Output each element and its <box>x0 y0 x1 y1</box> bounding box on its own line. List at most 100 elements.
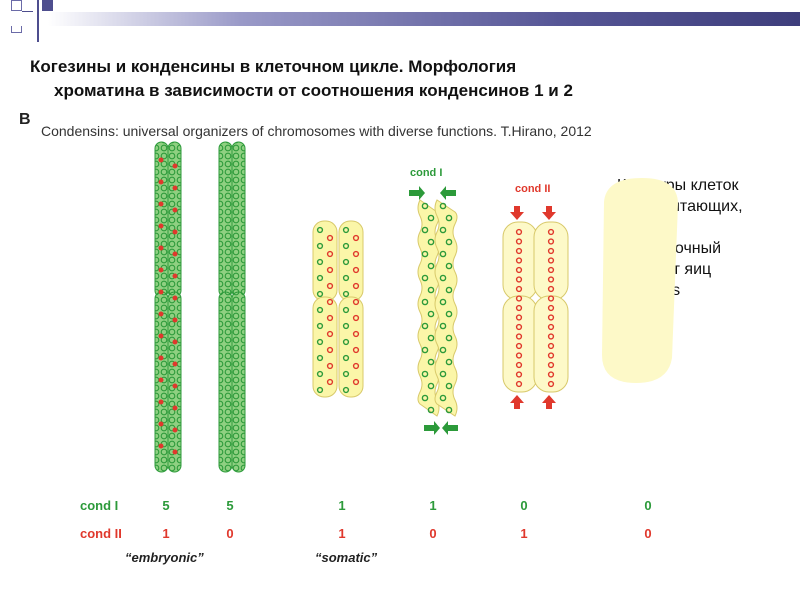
slide-title: Когезины и конденсины в клеточном цикле.… <box>30 55 770 103</box>
arrow-cond-i <box>424 421 440 435</box>
condensin-i-mark <box>316 338 324 346</box>
condensin-ii-mark <box>326 266 334 274</box>
condensin-i-mark <box>439 346 447 354</box>
condensin-i-mark <box>342 290 350 298</box>
condensin-ii-mark <box>515 333 523 340</box>
condensin-i-mark <box>439 274 447 282</box>
condensin-ii-mark <box>515 276 523 283</box>
condensin-ii-mark <box>352 314 360 322</box>
condensin-i-mark <box>421 322 429 330</box>
cond-i-label: cond I <box>410 167 442 179</box>
condensin-ii-mark <box>515 323 523 331</box>
condensin-ii-mark <box>326 378 334 386</box>
condensin-i-mark <box>342 322 350 330</box>
condensin-ii-marks <box>158 157 178 455</box>
condensin-i-mark <box>445 382 453 390</box>
condensin-ii-mark <box>547 266 555 274</box>
condensin-ii-mark <box>352 298 360 306</box>
condensin-ii-mark <box>515 342 523 350</box>
condensin-ii-mark <box>172 317 178 323</box>
condensin-ii-mark <box>515 371 523 378</box>
condensin-ii-mark <box>158 245 164 251</box>
condensin-i-mark <box>421 394 429 402</box>
condensin-ii-mark <box>326 330 334 338</box>
condensin-ii-mark <box>515 361 523 369</box>
condensin-ii-mark <box>515 266 523 274</box>
condensin-i-mark <box>342 274 350 282</box>
cond-ii-value: 0 <box>429 526 436 541</box>
condensin-ii-mark <box>352 346 360 354</box>
cond-ii-label: cond II <box>515 183 550 195</box>
cond-i-value: 1 <box>429 498 436 513</box>
condensin-ii-mark <box>326 250 334 258</box>
condensin-ii-mark <box>172 163 178 169</box>
condensin-ii-mark <box>326 314 334 322</box>
cond-i-value: 5 <box>226 498 233 513</box>
chromosome-embryonic-2 <box>218 141 246 473</box>
condensin-i-mark <box>445 238 453 246</box>
condensin-i-mark <box>445 358 453 366</box>
condensin-ii-mark <box>547 295 555 302</box>
condensin-i-mark <box>427 406 435 414</box>
condensin-i-mark <box>316 226 324 234</box>
condensin-i-mark <box>427 358 435 366</box>
condensin-i-mark <box>342 242 350 250</box>
condensin-ii-mark <box>158 355 164 361</box>
condensin-ii-mark <box>158 421 164 427</box>
condensin-i-mark <box>427 214 435 222</box>
condensin-i-mark <box>445 406 453 414</box>
condensin-ii-mark <box>158 179 164 185</box>
condensin-i-mark <box>427 262 435 270</box>
condensin-i-mark <box>421 250 429 258</box>
condensin-i-mark <box>445 214 453 222</box>
title-accent-bar <box>0 12 800 26</box>
condensin-i-mark <box>439 394 447 402</box>
condensin-i-mark <box>316 290 324 298</box>
condensin-ii-mark <box>352 266 360 274</box>
condensin-ii-mark <box>547 352 555 359</box>
condensin-i-mark <box>421 298 429 306</box>
condensin-i-mark <box>421 274 429 282</box>
condensin-ii-mark <box>352 330 360 338</box>
arrow-cond-i <box>409 186 425 200</box>
condensin-ii-mark <box>158 311 164 317</box>
condensin-ii-mark <box>158 267 164 273</box>
condensin-ii-mark <box>172 405 178 411</box>
condensin-ii-mark <box>547 380 555 388</box>
condensin-ii-mark <box>515 238 523 245</box>
condensin-i-mark <box>342 354 350 362</box>
condensin-i-mark <box>427 382 435 390</box>
condensin-i-mark <box>316 354 324 362</box>
condensin-ii-mark <box>326 362 334 370</box>
condensin-ii-mark <box>515 257 523 264</box>
condensin-ii-mark <box>547 238 555 245</box>
condensin-i-mark <box>439 298 447 306</box>
condensin-i-mark <box>439 322 447 330</box>
arrow-cond-ii <box>542 395 556 409</box>
condensin-i-mark <box>316 306 324 314</box>
condensin-ii-mark <box>172 427 178 433</box>
condensin-ii-mark <box>547 276 555 283</box>
condensin-ii-mark <box>547 285 555 293</box>
condensin-ii-mark <box>172 339 178 345</box>
condensin-i-mark <box>342 370 350 378</box>
condensin-ii-mark <box>547 257 555 264</box>
condensin-ii-mark <box>352 378 360 386</box>
caption-somatic: “somatic” <box>315 550 378 565</box>
condensin-ii-mark <box>172 295 178 301</box>
arrow-cond-ii <box>510 395 524 409</box>
condensin-ii-mark <box>515 228 523 236</box>
condensin-ii-mark <box>172 251 178 257</box>
decondensed-chromatin <box>602 178 678 383</box>
row-label-cond-i: cond I <box>80 498 118 513</box>
cond-i-value-row: 5 5 1 1 0 0 <box>162 498 651 513</box>
chromosome-cond-ii-only <box>502 221 569 393</box>
cond-ii-value: 0 <box>226 526 233 541</box>
condensin-i-mark <box>427 286 435 294</box>
condensin-ii-mark <box>158 377 164 383</box>
condensin-ii-mark <box>172 273 178 279</box>
condensin-ii-mark <box>547 228 555 236</box>
condensin-i-mark <box>342 338 350 346</box>
condensin-ii-mark <box>515 380 523 388</box>
condensin-ii-mark <box>547 247 555 255</box>
